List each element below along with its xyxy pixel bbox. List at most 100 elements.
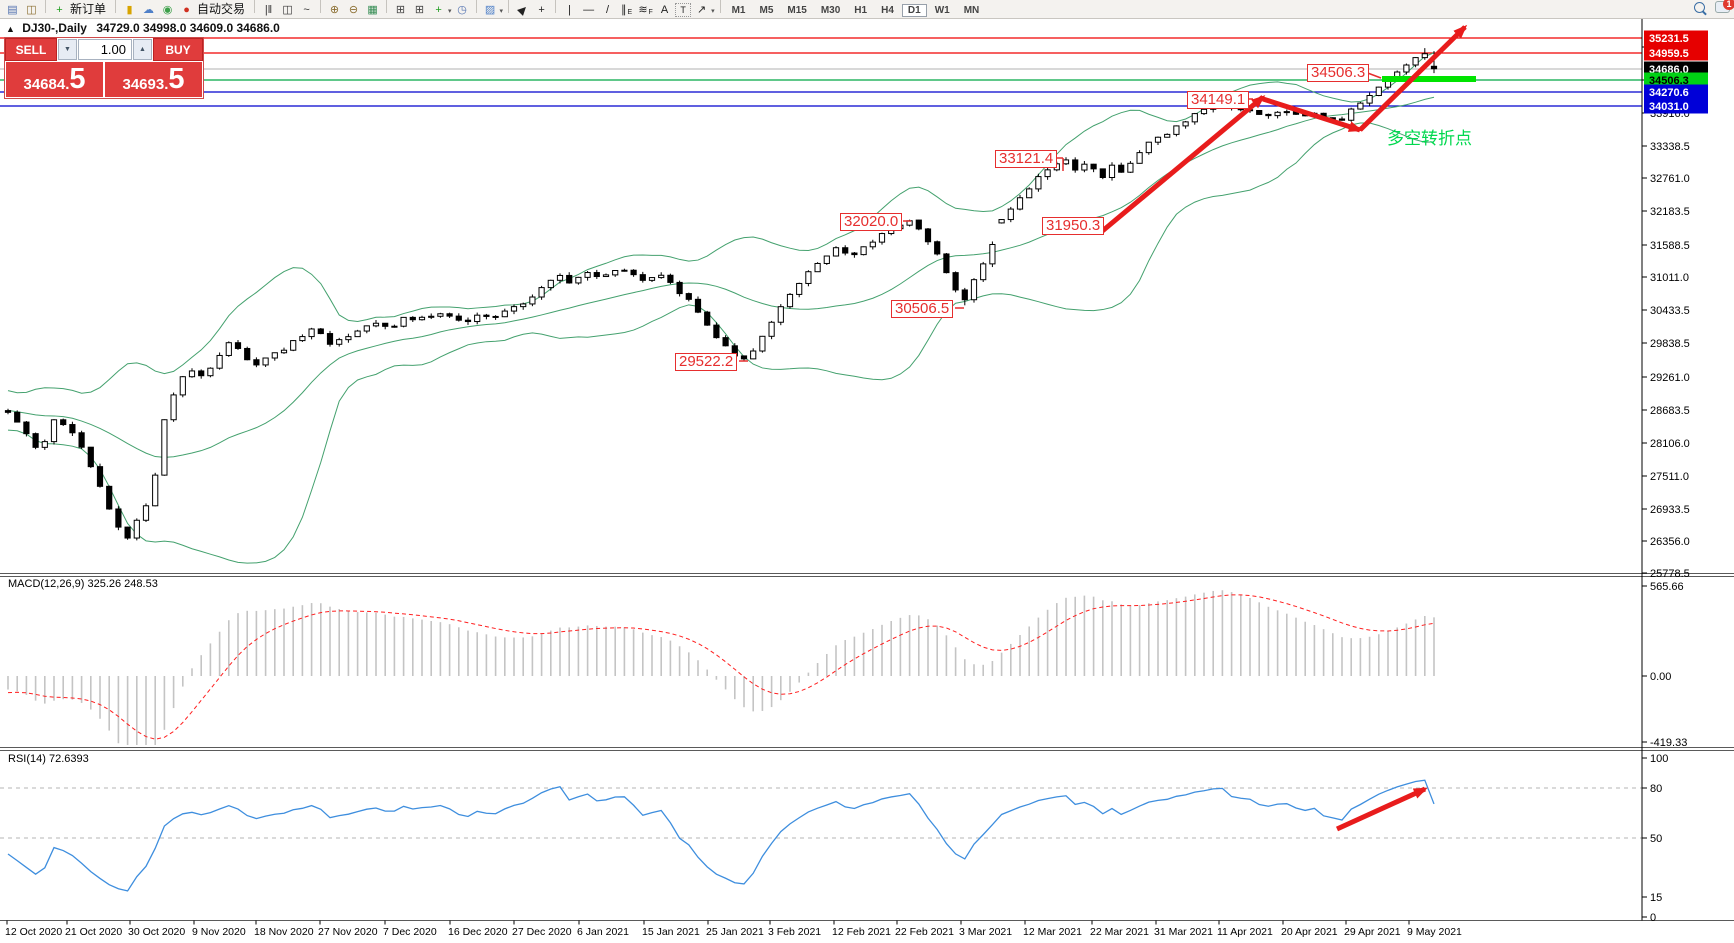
- one-click-trading-panel: SELL ▼ 1.00 ▲ BUY 34684 . 5 34693 . 5: [4, 37, 204, 99]
- navigator-window-icon[interactable]: ◫: [26, 4, 37, 16]
- timeframe-button-mn[interactable]: MN: [963, 5, 980, 16]
- chart-title: ▲ DJ30-,Daily 34729.0 34998.0 34609.0 34…: [6, 21, 280, 35]
- price-callout[interactable]: 32020.0: [840, 213, 903, 231]
- timeframe-button-h1[interactable]: H1: [854, 5, 868, 16]
- buy-price-display[interactable]: 34693 . 5: [105, 62, 202, 97]
- date-label: 18 Nov 2020: [254, 926, 314, 938]
- date-label: 12 Feb 2021: [832, 926, 891, 938]
- notification-badge: 1: [1723, 0, 1734, 10]
- fibonacci-icon[interactable]: ≋ F: [638, 4, 653, 16]
- period-clock-icon[interactable]: ◷: [457, 4, 467, 16]
- volume-input[interactable]: 1.00: [78, 39, 132, 60]
- signals-icon[interactable]: ◉: [162, 4, 173, 16]
- date-label: 9 May 2021: [1407, 926, 1462, 938]
- equidistant-channel-icon[interactable]: ∥ E: [620, 4, 633, 16]
- date-label: 25 Jan 2021: [706, 926, 764, 938]
- date-axis: 12 Oct 2020 21 Oct 2020 30 Oct 2020 9 Nov 2…: [5, 920, 1462, 938]
- buy-button[interactable]: BUY: [153, 38, 203, 61]
- community-icon[interactable]: ☁: [143, 4, 155, 16]
- add-indicator-icon[interactable]: +: [435, 4, 442, 16]
- timeframe-button-w1[interactable]: W1: [934, 5, 950, 16]
- bar-chart-icon[interactable]: |‖: [264, 4, 273, 16]
- toolbar-separator: [508, 0, 510, 13]
- price-callout[interactable]: 34149.1: [1187, 91, 1250, 109]
- toolbar-separator: [475, 0, 477, 13]
- rsi-indicator-label: RSI(14) 72.6393: [8, 753, 89, 765]
- date-label: 22 Mar 2021: [1090, 926, 1149, 938]
- horizontal-level-lines[interactable]: [0, 37, 1642, 107]
- rsi-panel: [0, 779, 1642, 892]
- market-watch-icon[interactable]: ▤: [7, 4, 18, 16]
- price-callout[interactable]: 29522.2: [675, 353, 738, 371]
- volume-decrease-button[interactable]: ▼: [58, 39, 77, 60]
- fibonacci-icon-sub: F: [648, 8, 653, 16]
- price-tick-label: 33338.5: [1650, 141, 1690, 153]
- macd-panel: [7, 590, 1435, 745]
- price-tick-label: 31588.5: [1650, 240, 1690, 252]
- timeframe-button-m5[interactable]: M5: [759, 5, 774, 16]
- chart-profile-icon-dropdown[interactable]: ▾: [499, 8, 504, 15]
- price-tick-label: 29261.0: [1650, 372, 1690, 384]
- history-center-icon[interactable]: ▮: [126, 4, 133, 16]
- new-order-button[interactable]: 新订单: [70, 2, 107, 16]
- line-chart-icon[interactable]: ~: [303, 4, 310, 16]
- price-badges: 35231.534959.534686.034506.334270.634031…: [1644, 30, 1708, 114]
- trend-arrow-1[interactable]: [1098, 95, 1266, 235]
- date-label: 12 Mar 2021: [1023, 926, 1082, 938]
- trend-arrow-4[interactable]: [1335, 786, 1428, 832]
- search-icon[interactable]: [1694, 1, 1705, 13]
- toolbar-separator: [719, 0, 721, 13]
- zoom-out-icon[interactable]: ⊖: [348, 4, 359, 16]
- vertical-line-icon[interactable]: |: [568, 4, 571, 16]
- zoom-in-icon[interactable]: ⊕: [329, 4, 340, 16]
- price-badge-34031.0: 34031.0: [1649, 101, 1689, 113]
- notifications-icon[interactable]: 1: [1715, 0, 1734, 13]
- text-icon[interactable]: A: [660, 4, 669, 16]
- cursor-icon[interactable]: ▶: [515, 2, 531, 18]
- tile-windows-icon[interactable]: ▦: [367, 4, 378, 16]
- price-callout[interactable]: 34506.3: [1307, 64, 1370, 82]
- rsi-axis-label: 0: [1650, 912, 1656, 924]
- price-callout[interactable]: 30506.5: [891, 300, 954, 318]
- timeframe-button-h4[interactable]: H4: [881, 5, 894, 16]
- timeframe-button-d1[interactable]: D1: [901, 4, 927, 17]
- timeframe-button-m15[interactable]: M15: [787, 5, 807, 16]
- price-tick-label: 31011.0: [1650, 272, 1689, 284]
- rsi-axis-label: 50: [1650, 833, 1662, 845]
- auto-trading-button[interactable]: 自动交易: [197, 2, 246, 16]
- sell-button[interactable]: SELL: [5, 38, 57, 61]
- indicator-list-icon[interactable]: ⊞: [414, 4, 425, 16]
- arrows-tool-icon[interactable]: ↗: [696, 4, 707, 16]
- toolbar: ▤ ◫ + 新订单 ▮ ☁ ◉ ● 自动交易 |‖ ◫ ~ ⊕ ⊖ ▦ ⊞ ⊞ + ▾ ◷ ▨ ▾ ▶ + | — / ∥ E ≋ F A T ↗…: [0, 0, 1734, 19]
- price-callout[interactable]: 33121.4: [995, 150, 1058, 168]
- macd-signal-line: [7, 594, 1435, 740]
- trend-arrow-3[interactable]: [1358, 24, 1468, 132]
- price-tick-label: 28106.0: [1650, 438, 1690, 450]
- chart-profile-icon[interactable]: ▨: [484, 4, 496, 16]
- candlestick-chart-icon[interactable]: ◫: [282, 4, 293, 16]
- crosshair-icon[interactable]: +: [538, 4, 545, 16]
- timeframe-button-m30[interactable]: M30: [820, 5, 841, 16]
- annotations[interactable]: [739, 24, 1476, 832]
- timeframe-button-m1[interactable]: M1: [731, 5, 746, 16]
- new-order-icon[interactable]: +: [56, 4, 63, 16]
- date-label: 30 Oct 2020: [128, 926, 185, 938]
- sell-price-display[interactable]: 34684 . 5: [6, 62, 103, 97]
- toolbar-separator: [45, 0, 46, 13]
- trend-arrow-2[interactable]: [1262, 96, 1363, 133]
- price-callout[interactable]: 31950.3: [1042, 217, 1105, 235]
- auto-trading-icon[interactable]: ●: [183, 4, 190, 16]
- horizontal-line-icon[interactable]: —: [583, 4, 595, 16]
- date-label: 27 Dec 2020: [512, 926, 572, 938]
- arrows-tool-icon-dropdown[interactable]: ▾: [711, 8, 715, 15]
- pivot-annotation-text[interactable]: 多空转折点: [1387, 129, 1472, 148]
- add-indicator-icon-dropdown[interactable]: ▾: [448, 8, 452, 15]
- trendline-icon[interactable]: /: [606, 4, 610, 16]
- date-label: 3 Mar 2021: [959, 926, 1012, 938]
- text-label-icon[interactable]: T: [675, 3, 692, 17]
- volume-increase-button[interactable]: ▲: [133, 39, 152, 60]
- date-label: 12 Oct 2020: [5, 926, 62, 938]
- collapse-arrow-icon[interactable]: ▲: [6, 24, 15, 34]
- new-indicator-window-icon[interactable]: ⊞: [395, 4, 406, 16]
